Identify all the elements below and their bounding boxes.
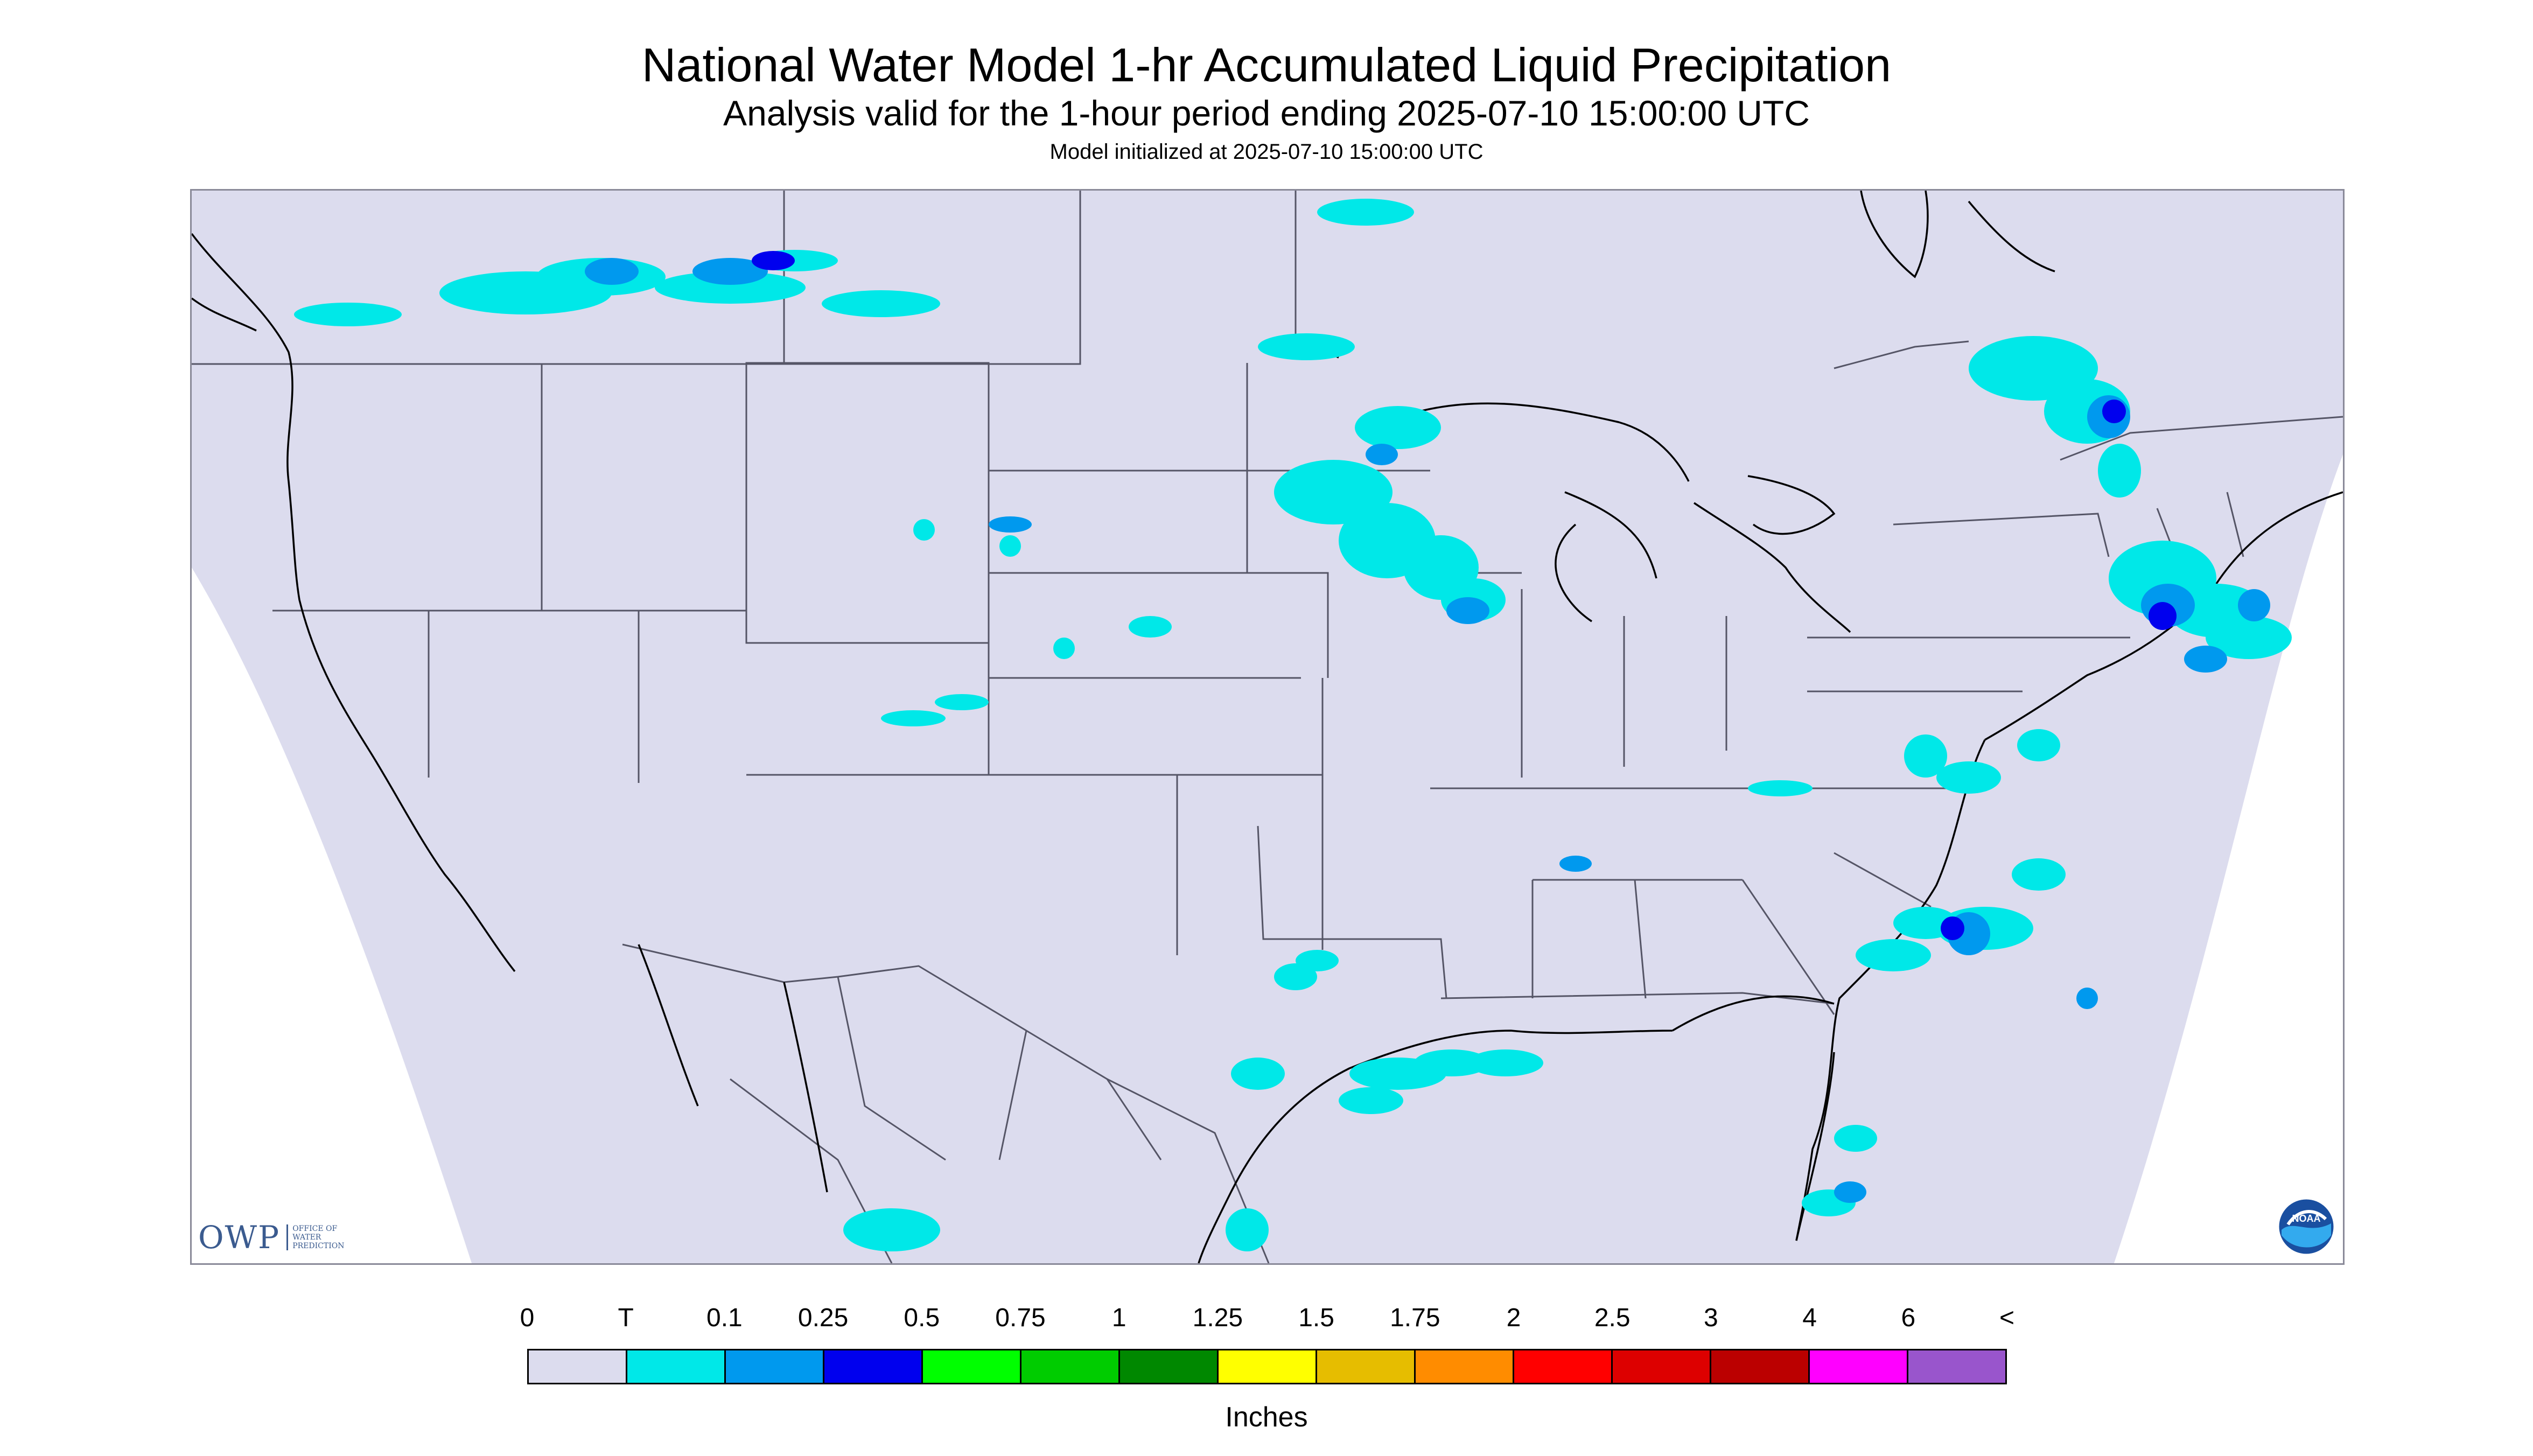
legend-label: 6 (1901, 1304, 1916, 1332)
legend-units: Inches (1225, 1402, 1308, 1433)
noaa-logo-text: NOAA (2292, 1213, 2321, 1224)
precip-blob-trace (1339, 1087, 1403, 1114)
map-title: National Water Model 1-hr Accumulated Li… (641, 38, 1892, 92)
legend-label: 2.5 (1594, 1304, 1631, 1332)
precip-blob-trace (294, 303, 402, 326)
precip-blob-moderate (1941, 916, 1964, 940)
precip-blob-trace (1904, 734, 1947, 778)
precip-blob-trace (1748, 780, 1813, 796)
owp-logo-letters: OWP (198, 1219, 281, 1256)
precip-blob-trace (881, 710, 946, 726)
owp-logo: OWP OFFICE OF WATER PREDICTION (198, 1219, 357, 1256)
precip-blob-light (989, 516, 1032, 533)
precip-blob-trace (913, 519, 935, 541)
precip-blob-trace (1231, 1058, 1285, 1090)
precip-color-legend (527, 1349, 2007, 1384)
precip-blob-trace (1355, 406, 1441, 449)
legend-label: 4 (1802, 1304, 1817, 1332)
precipitation-map: OWP OFFICE OF WATER PREDICTION NOAA (190, 189, 2345, 1265)
precip-blob-moderate (2102, 400, 2126, 423)
legend-label: 1.5 (1298, 1304, 1334, 1332)
legend-label: 1.75 (1390, 1304, 1440, 1332)
model-init-line: Model initialized at 2025-07-10 15:00:00… (1049, 140, 1484, 164)
map-canvas (192, 191, 2343, 1263)
precip-blob-trace (2017, 729, 2060, 761)
noaa-logo-icon: NOAA (2277, 1198, 2335, 1256)
precip-blob-trace (2012, 858, 2066, 891)
precip-blob-light (1834, 1181, 1866, 1203)
precip-blob-light (2238, 589, 2270, 621)
precip-blob-trace (655, 271, 806, 304)
precip-moderate-areas (752, 251, 2177, 940)
legend-label: 0.1 (706, 1304, 743, 1332)
legend-swatch (1613, 1350, 1711, 1383)
legend-labels: 0 T 0.1 0.25 0.5 0.75 1 1.25 1.5 1.75 2 2.5 3 4 6 < (520, 1303, 2014, 1335)
legend-label: 1.25 (1192, 1304, 1243, 1332)
legend-label: < (1999, 1304, 2015, 1332)
precip-blob-light (585, 258, 639, 285)
model-domain (192, 191, 2343, 1263)
legend-swatch (923, 1350, 1021, 1383)
legend-label: 0.25 (797, 1304, 849, 1332)
legend-label: 0.5 (904, 1304, 940, 1332)
legend-swatch (1810, 1350, 1908, 1383)
precip-blob-trace (1414, 1049, 1489, 1076)
owp-name-line-2: WATER (292, 1233, 321, 1242)
precipitation-areas (294, 199, 2292, 1251)
precip-blob-trace (1129, 616, 1172, 638)
precip-blob-trace (1226, 1208, 1269, 1251)
precip-blob-trace (2098, 444, 2141, 498)
legend-swatch (529, 1350, 627, 1383)
precip-blob-trace (843, 1208, 940, 1251)
legend-swatch (1908, 1350, 2005, 1383)
precip-blob-trace (1834, 1125, 1877, 1152)
precip-blob-trace (1936, 761, 2001, 794)
legend-label: 3 (1704, 1304, 1718, 1332)
precip-blob-light (1559, 856, 1592, 872)
precip-blob-trace (1274, 963, 1317, 990)
precip-blob-light (1446, 597, 1489, 624)
precip-blob-trace (1258, 333, 1355, 360)
precip-blob-trace (1317, 199, 1414, 226)
legend-swatch (824, 1350, 923, 1383)
precip-blob-light (1366, 444, 1398, 465)
precip-trace-areas (294, 199, 2292, 1251)
legend-swatch (1219, 1350, 1317, 1383)
legend-label: T (618, 1304, 634, 1332)
precip-blob-light (2076, 988, 2098, 1009)
precip-blob-trace (2206, 616, 2292, 659)
legend-swatch (1120, 1350, 1219, 1383)
precip-blob-trace (999, 535, 1021, 557)
precip-blob-trace (1053, 638, 1075, 659)
precip-blob-trace (935, 694, 989, 710)
precip-blob-trace (822, 290, 940, 317)
precip-blob-light (692, 258, 768, 285)
precip-blob-moderate (752, 251, 795, 270)
legend-swatch (1416, 1350, 1514, 1383)
owp-name-line-1: OFFICE OF (292, 1224, 338, 1233)
legend-swatch (1514, 1350, 1613, 1383)
legend-swatch (1317, 1350, 1416, 1383)
legend-swatch (627, 1350, 726, 1383)
legend-swatch (1711, 1350, 1810, 1383)
legend-label: 2 (1506, 1304, 1521, 1332)
legend-label: 1 (1111, 1304, 1126, 1332)
precip-blob-trace (1856, 939, 1931, 971)
precip-blob-trace (1468, 1049, 1543, 1076)
legend-swatch (726, 1350, 824, 1383)
legend-label: 0 (520, 1304, 535, 1332)
precip-blob-light (2184, 646, 2227, 673)
owp-logo-name: OFFICE OF WATER PREDICTION (286, 1224, 357, 1250)
precip-blob-moderate (2149, 602, 2177, 630)
owp-name-line-3: PREDICTION (292, 1242, 345, 1250)
map-subtitle: Analysis valid for the 1-hour period end… (723, 93, 1810, 133)
legend-label: 0.75 (995, 1304, 1046, 1332)
political-boundaries (192, 191, 2343, 1263)
legend-swatch (1021, 1350, 1120, 1383)
